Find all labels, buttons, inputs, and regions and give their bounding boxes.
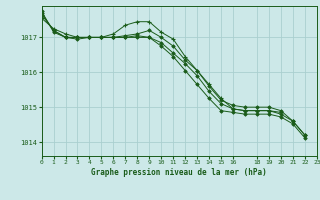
X-axis label: Graphe pression niveau de la mer (hPa): Graphe pression niveau de la mer (hPa) xyxy=(91,168,267,177)
